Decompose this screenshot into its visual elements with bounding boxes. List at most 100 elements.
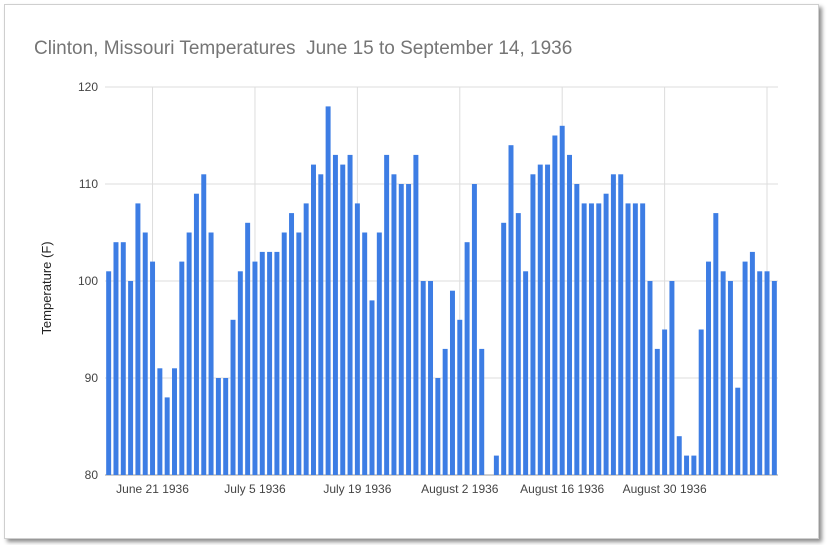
bar	[113, 242, 119, 475]
bar	[215, 378, 221, 475]
bar	[669, 281, 675, 475]
bar	[237, 271, 243, 475]
bar	[398, 184, 404, 475]
bar	[713, 213, 719, 475]
bar	[259, 251, 265, 475]
bar	[647, 281, 653, 475]
bar	[632, 203, 638, 475]
x-tick-label: June 21 1936	[116, 482, 189, 496]
bar	[559, 125, 565, 476]
bar	[230, 319, 236, 475]
bar	[347, 154, 353, 475]
bar	[720, 271, 726, 475]
bar	[208, 232, 214, 475]
bar	[581, 203, 587, 475]
bar	[749, 251, 755, 475]
bar	[471, 184, 477, 475]
bar	[281, 232, 287, 475]
x-axis-ticks: June 21 1936 July 5 1936 July 19 1936 Augus…	[116, 482, 707, 496]
bar	[574, 184, 580, 475]
bar	[567, 154, 572, 475]
bar	[523, 271, 529, 475]
bar	[150, 261, 156, 475]
bar	[515, 213, 521, 475]
x-tick-label: August 16 1936	[520, 482, 604, 496]
bar	[464, 242, 470, 475]
bar	[691, 455, 697, 475]
bar	[391, 174, 397, 476]
bar	[172, 368, 177, 475]
bar	[428, 281, 434, 475]
bar	[435, 378, 441, 475]
bar	[508, 145, 514, 475]
bar	[698, 329, 704, 475]
bar	[706, 261, 711, 475]
bar	[552, 135, 558, 475]
bar	[201, 174, 207, 476]
bar	[479, 348, 485, 475]
bar	[223, 378, 229, 475]
bar	[735, 387, 741, 475]
bar	[406, 184, 412, 475]
y-axis-label: Temperature (F)	[39, 241, 54, 334]
bar	[449, 290, 455, 475]
bar	[332, 154, 338, 475]
bar	[325, 106, 331, 476]
bar	[296, 232, 302, 475]
bar	[413, 154, 419, 475]
bar	[362, 232, 368, 475]
y-axis-ticks: 80 90 100 110 120	[78, 80, 98, 482]
bar	[530, 174, 536, 476]
bar	[662, 329, 668, 475]
bar	[757, 271, 763, 475]
bar	[640, 203, 646, 475]
bar	[588, 203, 594, 475]
bar	[369, 300, 375, 475]
y-tick-label: 110	[79, 177, 98, 191]
bar	[179, 261, 185, 475]
bar	[106, 271, 112, 475]
bar	[684, 455, 690, 475]
bar	[186, 232, 192, 475]
bar	[771, 281, 777, 475]
y-tick-label: 80	[85, 468, 99, 482]
bar	[676, 436, 682, 475]
x-tick-label: August 2 1936	[421, 482, 499, 496]
bar	[493, 455, 499, 475]
bar	[289, 213, 295, 475]
bar	[311, 164, 316, 475]
bar	[128, 281, 134, 475]
bar	[603, 193, 609, 475]
y-tick-label: 90	[85, 371, 99, 385]
bar	[654, 348, 660, 475]
bar	[252, 261, 258, 475]
chart-title: Clinton, Missouri Temperatures June 15 t…	[34, 38, 573, 59]
y-tick-label: 120	[78, 80, 98, 94]
bar	[274, 251, 280, 475]
bar	[545, 164, 551, 475]
bar	[142, 232, 148, 475]
bar	[193, 193, 199, 475]
bar	[537, 164, 543, 475]
y-tick-label: 100	[78, 274, 98, 288]
bar	[245, 222, 251, 475]
x-tick-label: July 5 1936	[224, 482, 286, 496]
bar	[354, 203, 360, 475]
bar	[501, 222, 507, 475]
bar	[267, 251, 273, 475]
bar	[727, 281, 733, 475]
bar	[157, 368, 163, 475]
bar	[742, 261, 748, 475]
bar	[625, 203, 631, 475]
bar	[340, 164, 346, 475]
bar	[376, 232, 382, 475]
bar	[420, 281, 426, 475]
bar	[764, 271, 770, 475]
bar	[164, 397, 170, 475]
bar	[384, 154, 390, 475]
bars	[106, 106, 777, 476]
bar	[135, 203, 141, 475]
bar	[120, 242, 126, 475]
x-tick-label: July 19 1936	[323, 482, 391, 496]
